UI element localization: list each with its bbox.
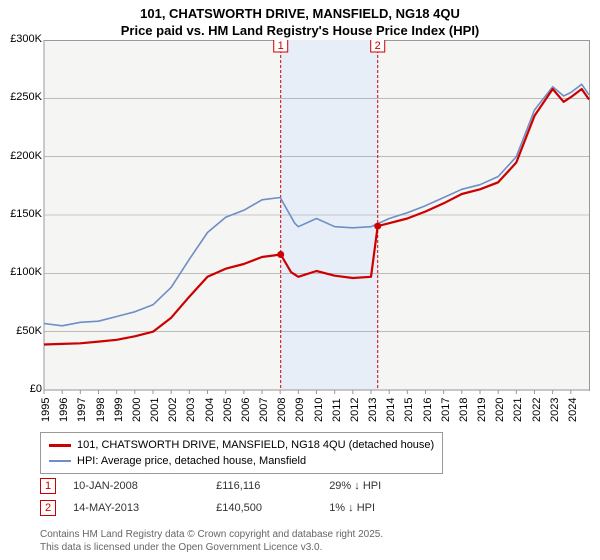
sale-price-2: £140,500 (216, 502, 326, 514)
sale-marker-1-icon: 1 (40, 478, 56, 494)
x-tick-label: 2022 (531, 398, 543, 422)
x-tick-label: 2016 (422, 398, 434, 422)
x-tick-label: 1998 (95, 398, 107, 422)
chart-svg: 12 (0, 40, 600, 420)
sale-price-1: £116,116 (216, 480, 326, 492)
chart-title: 101, CHATSWORTH DRIVE, MANSFIELD, NG18 4… (0, 0, 600, 40)
x-tick-label: 2021 (512, 398, 524, 422)
x-tick-label: 2024 (567, 398, 579, 422)
x-tick-label: 2000 (131, 398, 143, 422)
legend-item: HPI: Average price, detached house, Mans… (49, 453, 434, 469)
sale-row-2: 2 14-MAY-2013 £140,500 1% ↓ HPI (40, 500, 560, 516)
x-tick-label: 2020 (494, 398, 506, 422)
x-tick-label: 2005 (222, 398, 234, 422)
x-tick-label: 2023 (549, 398, 561, 422)
svg-text:2: 2 (375, 40, 381, 52)
x-tick-label: 2002 (167, 398, 179, 422)
x-tick-label: 1997 (76, 398, 88, 422)
x-tick-label: 2003 (185, 398, 197, 422)
x-tick-label: 2007 (258, 398, 270, 422)
legend-swatch-icon (49, 444, 71, 447)
x-tick-label: 2017 (440, 398, 452, 422)
x-tick-label: 2013 (367, 398, 379, 422)
footer-line2: This data is licensed under the Open Gov… (40, 541, 383, 554)
x-tick-label: 2012 (349, 398, 361, 422)
y-tick-label: £250K (0, 91, 42, 103)
x-tick-label: 2004 (204, 398, 216, 422)
x-tick-label: 2010 (313, 398, 325, 422)
chart-area: 12 £0£50K£100K£150K£200K£250K£300K199519… (0, 40, 600, 420)
legend-label: HPI: Average price, detached house, Mans… (77, 455, 306, 467)
x-tick-label: 1995 (40, 398, 52, 422)
x-tick-label: 2018 (458, 398, 470, 422)
svg-text:1: 1 (278, 40, 284, 52)
sale-row-1: 1 10-JAN-2008 £116,116 29% ↓ HPI (40, 478, 560, 494)
sale-date-1: 10-JAN-2008 (73, 480, 213, 492)
legend: 101, CHATSWORTH DRIVE, MANSFIELD, NG18 4… (40, 432, 443, 474)
y-tick-label: £50K (0, 325, 42, 337)
x-tick-label: 2006 (240, 398, 252, 422)
y-tick-label: £300K (0, 33, 42, 45)
y-tick-label: £0 (0, 383, 42, 395)
y-tick-label: £150K (0, 208, 42, 220)
x-tick-label: 2015 (403, 398, 415, 422)
footer: Contains HM Land Registry data © Crown c… (40, 528, 383, 554)
legend-swatch-icon (49, 460, 71, 462)
x-tick-label: 2011 (331, 398, 343, 422)
sale-marker-2-icon: 2 (40, 500, 56, 516)
x-tick-label: 2009 (294, 398, 306, 422)
y-tick-label: £100K (0, 266, 42, 278)
sale-diff-1: 29% ↓ HPI (329, 480, 449, 492)
x-tick-label: 2008 (276, 398, 288, 422)
title-line2: Price paid vs. HM Land Registry's House … (0, 23, 600, 40)
x-tick-label: 2014 (385, 398, 397, 422)
sale-diff-2: 1% ↓ HPI (329, 502, 449, 514)
title-line1: 101, CHATSWORTH DRIVE, MANSFIELD, NG18 4… (0, 6, 600, 23)
legend-item: 101, CHATSWORTH DRIVE, MANSFIELD, NG18 4… (49, 437, 434, 453)
x-tick-label: 1999 (113, 398, 125, 422)
sale-date-2: 14-MAY-2013 (73, 502, 213, 514)
legend-label: 101, CHATSWORTH DRIVE, MANSFIELD, NG18 4… (77, 439, 434, 451)
y-tick-label: £200K (0, 150, 42, 162)
x-tick-label: 1996 (58, 398, 70, 422)
x-tick-label: 2019 (476, 398, 488, 422)
footer-line1: Contains HM Land Registry data © Crown c… (40, 528, 383, 541)
x-tick-label: 2001 (149, 398, 161, 422)
